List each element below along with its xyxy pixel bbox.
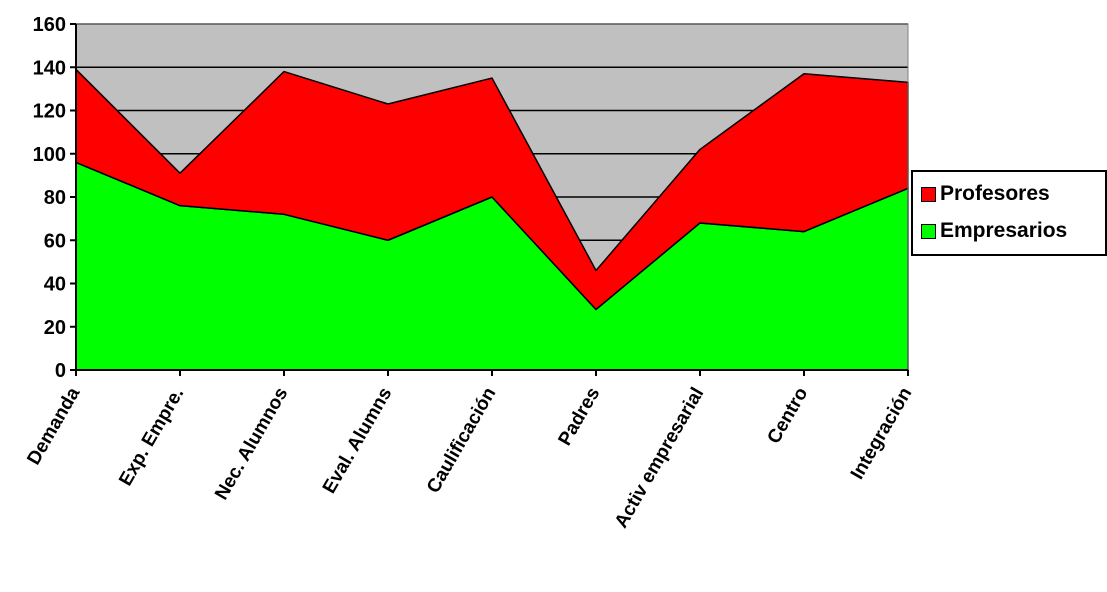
x-tick-labels: Demanda Exp. Empre. Nec. Alumnos Eval. Alum… — [23, 384, 916, 532]
legend-swatch-profesores — [921, 186, 936, 202]
y-tick-label-160: 160 — [33, 14, 66, 36]
y-tick-label-140: 140 — [33, 57, 66, 79]
y-tick-labels: 0 20 40 60 80 100 120 140 160 — [33, 14, 66, 382]
legend-swatch-empresarios — [921, 223, 936, 239]
y-tick-label-60: 60 — [44, 230, 66, 252]
y-tick-label-20: 20 — [44, 317, 66, 339]
x-tick-label-0: Demanda — [23, 384, 84, 469]
axes — [70, 23, 909, 376]
x-tick-label-6: Activ empresarial — [611, 384, 708, 532]
y-tick-label-0: 0 — [55, 360, 66, 382]
legend: Profesores Empresarios — [911, 170, 1107, 256]
x-tick-label-1: Exp. Empre. — [115, 384, 188, 490]
legend-item-profesores: Profesores — [921, 182, 1050, 206]
x-tick-label-8: Integración — [847, 384, 916, 483]
x-tick-label-5: Padres — [554, 384, 604, 449]
legend-label-profesores: Profesores — [940, 182, 1050, 205]
y-tick-label-40: 40 — [44, 274, 66, 296]
legend-item-empresarios: Empresarios — [921, 219, 1067, 243]
y-tick-label-100: 100 — [33, 144, 66, 166]
legend-label-empresarios: Empresarios — [940, 219, 1068, 242]
x-tick-label-7: Centro — [764, 384, 813, 448]
x-tick-label-2: Nec. Alumnos — [211, 384, 292, 504]
y-tick-label-80: 80 — [44, 187, 66, 209]
x-tick-label-3: Eval. Alumns — [319, 384, 396, 497]
y-tick-label-120: 120 — [33, 101, 66, 123]
x-tick-label-4: Caulificación — [423, 384, 500, 497]
